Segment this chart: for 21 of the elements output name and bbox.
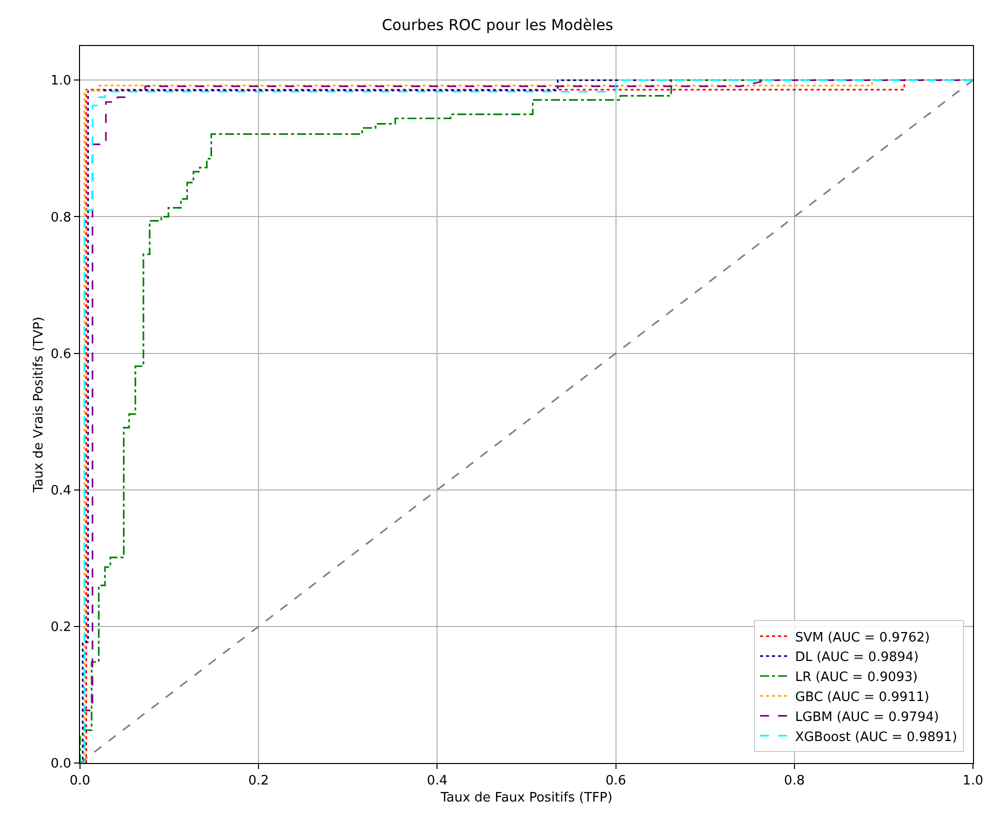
x-axis-title: Taux de Faux Positifs (TFP) — [440, 790, 612, 806]
x-tick-label: 1.0 — [962, 774, 984, 789]
y-tick-label: 0.0 — [50, 756, 72, 772]
legend-label: SVM (AUC = 0.9762) — [795, 630, 930, 646]
y-tick-label: 1.0 — [50, 74, 72, 89]
x-tick-label: 0.4 — [426, 774, 448, 789]
chart-title: Courbes ROC pour les Modèles — [382, 16, 614, 34]
y-tick-label: 0.4 — [50, 483, 72, 498]
y-tick-label: 0.2 — [50, 620, 72, 635]
x-tick-label: 0.2 — [248, 774, 269, 789]
legend-label: DL (AUC = 0.9894) — [795, 650, 919, 666]
legend-label: LGBM (AUC = 0.9794) — [795, 710, 939, 725]
x-tick-label: 0.6 — [605, 774, 626, 789]
y-axis-title: Taux de Vrais Positifs (TVP) — [32, 316, 47, 494]
legend-label: XGBoost (AUC = 0.9891) — [795, 730, 958, 745]
y-tick-label: 0.6 — [50, 346, 72, 362]
y-tick-label: 0.8 — [50, 210, 72, 226]
x-tick-label: 0.0 — [70, 774, 90, 789]
x-tick-label: 0.8 — [784, 774, 805, 789]
legend-label: LR (AUC = 0.9093) — [795, 670, 918, 686]
legend-label: GBC (AUC = 0.9911) — [795, 690, 930, 705]
